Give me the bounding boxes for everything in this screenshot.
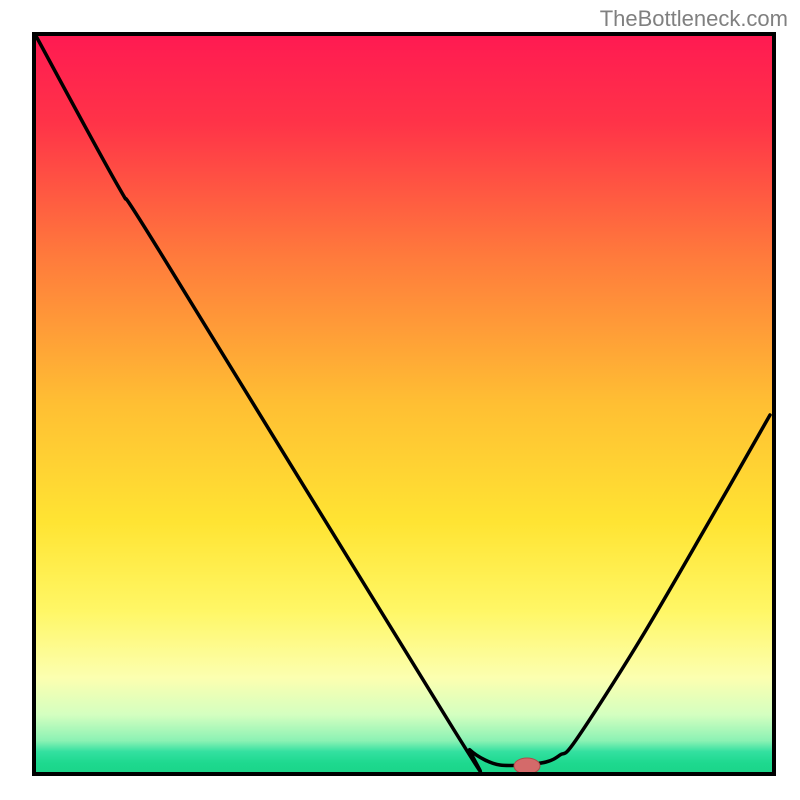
optimal-point-marker — [514, 758, 540, 774]
gradient-background — [34, 34, 774, 774]
chart-svg — [0, 0, 800, 800]
attribution-label: TheBottleneck.com — [600, 6, 788, 32]
bottleneck-chart: TheBottleneck.com — [0, 0, 800, 800]
